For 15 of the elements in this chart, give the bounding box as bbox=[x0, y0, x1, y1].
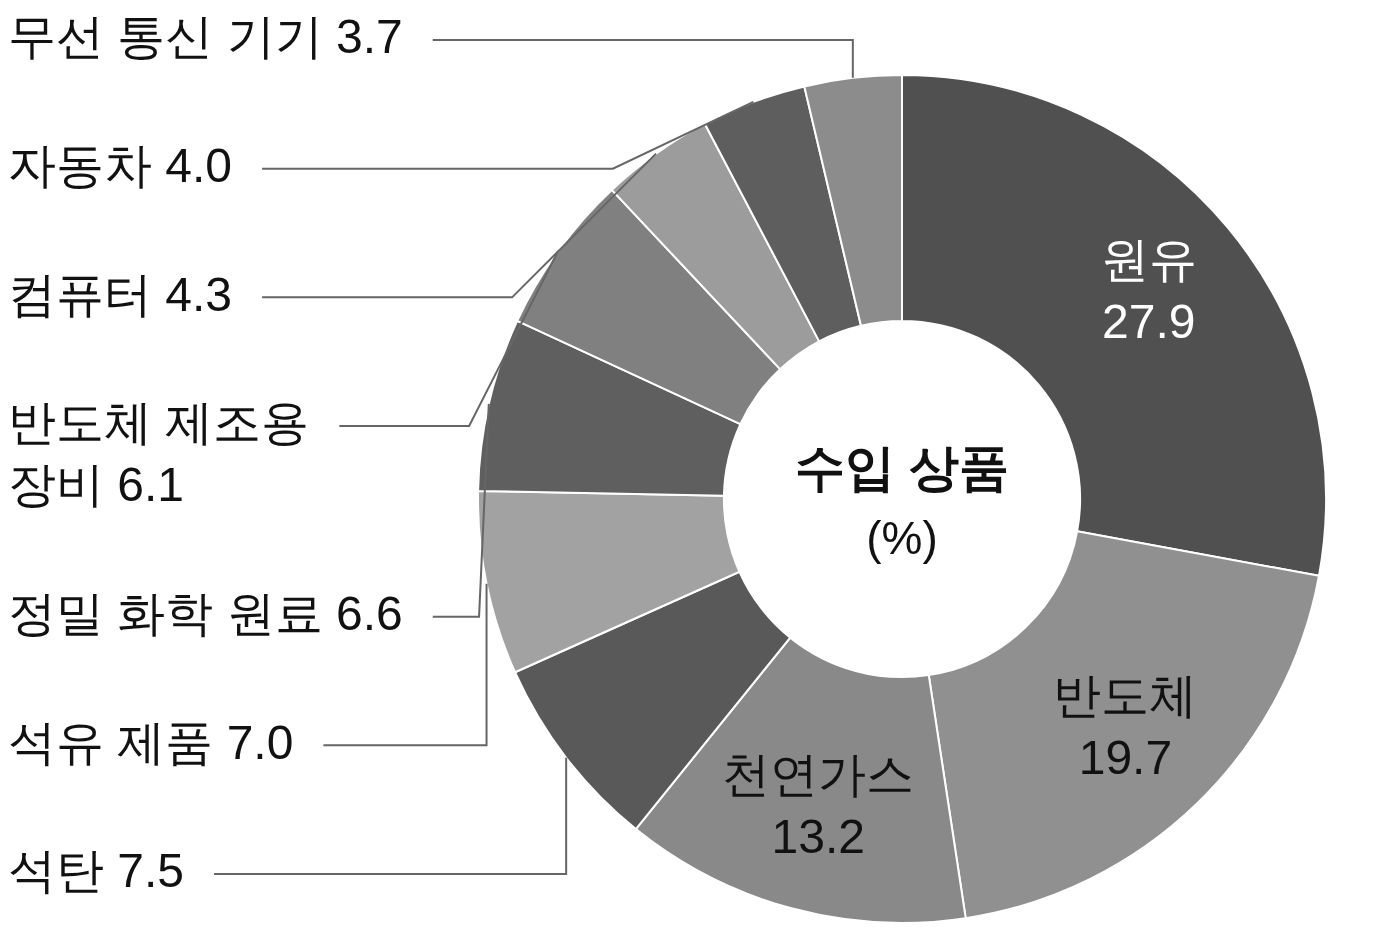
data-label: 13.2 bbox=[771, 810, 865, 864]
slice-label: 천연가스 bbox=[722, 748, 915, 802]
data-label: 19.7 bbox=[1078, 730, 1173, 784]
slice-label: 자동차 4.0 bbox=[8, 138, 233, 192]
slice-label: 무선 통신 기기 3.7 bbox=[8, 10, 403, 64]
slice-label: 반도체 제조용 장비 6.1 bbox=[8, 396, 310, 512]
slice-label: 석유 제품 7.0 bbox=[8, 715, 294, 769]
slice-label: 원유 bbox=[1100, 232, 1197, 286]
slice-label: 석탄 7.5 bbox=[8, 844, 185, 898]
slice-label: 정밀 화학 원료 6.6 bbox=[8, 586, 403, 640]
text: 수입 상품 bbox=[795, 439, 1009, 496]
data-label: 27.9 bbox=[1102, 294, 1196, 348]
slice-label: 반도체 bbox=[1053, 668, 1198, 722]
slice-label: 컴퓨터 4.3 bbox=[8, 267, 233, 321]
text: (%) bbox=[866, 511, 938, 564]
